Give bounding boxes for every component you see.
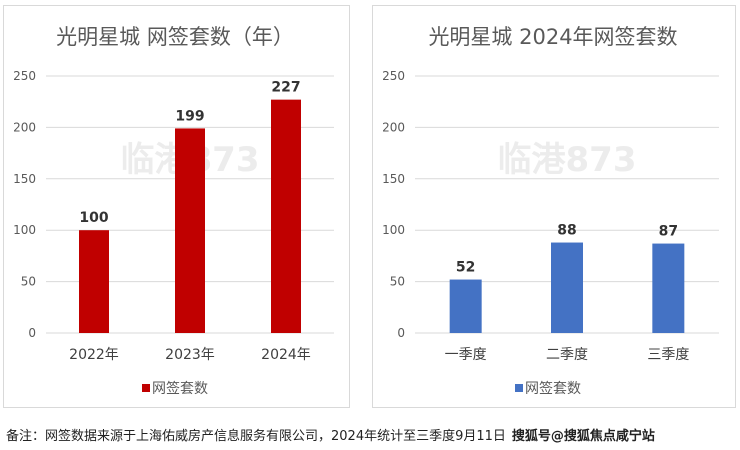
legend-label: 网签套数 [152, 380, 208, 397]
bar-3 [271, 99, 301, 333]
category-label: 三季度 [647, 347, 689, 363]
bar-1 [79, 230, 109, 333]
bar-2 [551, 242, 583, 333]
chart-title: 光明星城 2024年网签套数 [428, 25, 677, 49]
y-tick-label: 200 [13, 120, 36, 134]
chart-title: 光明星城 网签套数（年） [56, 25, 294, 49]
bar-3 [652, 243, 685, 333]
data-label: 87 [659, 224, 678, 240]
y-tick-label: 150 [382, 172, 405, 186]
watermark-text: 临港873 [498, 140, 637, 180]
y-tick-label: 150 [13, 172, 36, 186]
y-tick-label: 50 [21, 275, 36, 289]
y-tick-label: 100 [382, 223, 405, 237]
data-label: 199 [175, 108, 204, 124]
category-label: 2023年 [165, 347, 215, 363]
bar-2 [175, 128, 205, 333]
legend-label: 网签套数 [525, 380, 581, 397]
data-label: 52 [456, 260, 475, 276]
category-label: 二季度 [546, 347, 588, 363]
category-label: 一季度 [445, 347, 487, 363]
y-tick-label: 250 [382, 69, 405, 83]
legend-swatch [515, 384, 523, 392]
data-label: 100 [79, 210, 108, 226]
bar-1 [449, 279, 482, 333]
y-tick-label: 50 [390, 275, 405, 289]
footnote: 备注：网签数据来源于上海佑威房产信息服务有限公司，2024年统计至三季度9月11… [6, 425, 655, 444]
y-tick-label: 100 [13, 223, 36, 237]
source-tag: 搜狐号@搜狐焦点咸宁站 [511, 429, 655, 444]
chart-panel-yearly: 光明星城 网签套数（年）临港8730501001502002501002022年… [3, 5, 350, 408]
y-tick-label: 0 [397, 326, 405, 340]
chart-panel-quarterly: 光明星城 2024年网签套数临港873 0 50 100 150 200 250 52 一季度 8… [372, 5, 736, 408]
category-label: 2022年 [69, 347, 119, 363]
yearly-bar-chart: 光明星城 网签套数（年）临港8730501001502002501002022年… [13, 25, 334, 397]
y-tick-label: 0 [28, 326, 36, 340]
legend-swatch [142, 384, 150, 392]
y-tick-label: 250 [13, 69, 36, 83]
category-label: 2024年 [261, 347, 311, 363]
y-tick-label: 200 [382, 120, 405, 134]
footnote-text: 备注：网签数据来源于上海佑威房产信息服务有限公司，2024年统计至三季度9月11… [6, 429, 506, 444]
data-label: 88 [557, 223, 576, 239]
data-label: 227 [271, 80, 300, 96]
